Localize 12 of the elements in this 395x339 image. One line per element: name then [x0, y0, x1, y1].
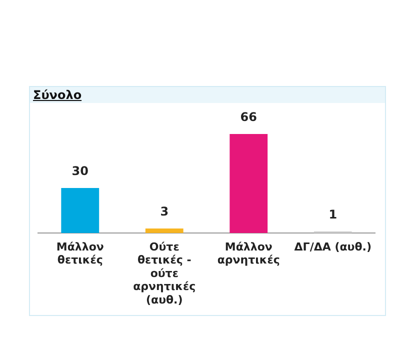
x-tick-label: Ούτε θετικές - ούτε αρνητικές (αυθ.)	[133, 240, 196, 306]
data-label: 30	[72, 164, 88, 178]
data-label: 66	[240, 110, 257, 124]
x-tick-label: Μάλλον αρνητικές	[217, 240, 280, 267]
data-label: 3	[160, 204, 169, 219]
bar	[61, 188, 100, 233]
x-tick-label: ΔΓ/ΔΑ (αυθ.)	[294, 240, 372, 254]
data-label: 1	[328, 208, 338, 222]
chart-title: Σύνολο	[30, 87, 385, 103]
x-tick-label: Μάλλον θετικές	[56, 240, 104, 267]
bar	[145, 228, 184, 233]
bar	[230, 134, 268, 233]
